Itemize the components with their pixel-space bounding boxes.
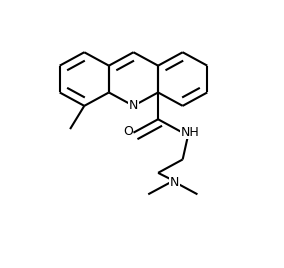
Text: NH: NH bbox=[180, 126, 199, 139]
Text: N: N bbox=[129, 99, 138, 112]
Text: N: N bbox=[170, 176, 179, 189]
Text: O: O bbox=[123, 125, 133, 138]
